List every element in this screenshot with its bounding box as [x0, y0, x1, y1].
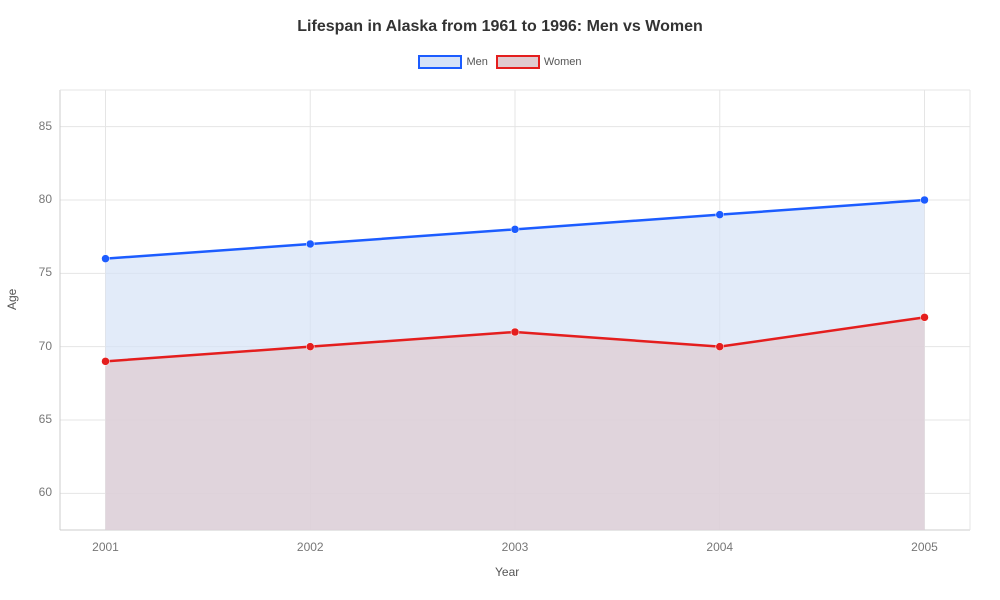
- legend-label: Men: [466, 56, 487, 68]
- marker-men[interactable]: [102, 255, 110, 263]
- y-axis-label: Age: [5, 289, 19, 310]
- legend-item-women[interactable]: Women: [496, 55, 582, 69]
- marker-men[interactable]: [921, 196, 929, 204]
- y-tick-label: 60: [39, 485, 52, 499]
- x-tick-label: 2003: [495, 540, 535, 554]
- marker-men[interactable]: [716, 211, 724, 219]
- legend: Men Women: [0, 55, 1000, 69]
- x-tick-label: 2001: [86, 540, 126, 554]
- marker-women[interactable]: [716, 343, 724, 351]
- x-tick-label: 2005: [905, 540, 945, 554]
- chart-title: Lifespan in Alaska from 1961 to 1996: Me…: [0, 18, 1000, 36]
- marker-women[interactable]: [102, 357, 110, 365]
- y-tick-label: 80: [39, 192, 52, 206]
- y-tick-label: 75: [39, 265, 52, 279]
- chart-container: Lifespan in Alaska from 1961 to 1996: Me…: [0, 0, 1000, 600]
- legend-swatch: [496, 55, 540, 69]
- legend-swatch: [418, 55, 462, 69]
- plot-svg: [60, 90, 970, 530]
- marker-women[interactable]: [306, 343, 314, 351]
- plot-area: [60, 90, 970, 530]
- marker-women[interactable]: [511, 328, 519, 336]
- y-tick-label: 70: [39, 339, 52, 353]
- marker-men[interactable]: [511, 225, 519, 233]
- x-axis-label: Year: [495, 565, 519, 579]
- y-tick-label: 85: [39, 119, 52, 133]
- legend-label: Women: [544, 56, 582, 68]
- x-tick-label: 2002: [290, 540, 330, 554]
- marker-women[interactable]: [921, 313, 929, 321]
- marker-men[interactable]: [306, 240, 314, 248]
- x-tick-label: 2004: [700, 540, 740, 554]
- y-tick-label: 65: [39, 412, 52, 426]
- legend-item-men[interactable]: Men: [418, 55, 487, 69]
